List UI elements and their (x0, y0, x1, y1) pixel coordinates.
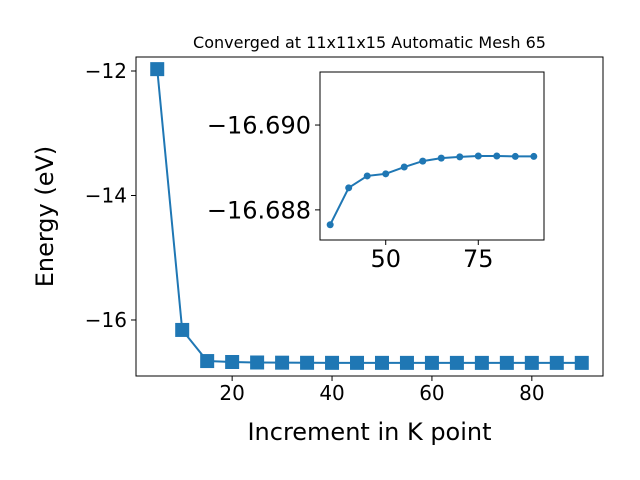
marker (449, 355, 464, 370)
marker (225, 354, 240, 369)
marker (493, 152, 501, 160)
marker (374, 355, 389, 370)
marker (549, 355, 564, 370)
x-axis-label: Increment in K point (247, 418, 491, 446)
y-axis-label: Energy (eV) (31, 146, 59, 288)
y-tick-label: −12 (85, 59, 127, 83)
marker (399, 355, 414, 370)
marker (456, 153, 464, 161)
marker (419, 157, 427, 165)
marker (437, 154, 445, 162)
marker (325, 355, 340, 370)
marker (574, 355, 589, 370)
marker (400, 163, 408, 171)
marker (326, 221, 334, 229)
marker (275, 355, 290, 370)
marker (345, 184, 353, 192)
chart-title: Converged at 11x11x15 Automatic Mesh 65 (193, 33, 546, 52)
marker (474, 152, 482, 160)
marker (474, 355, 489, 370)
marker (150, 62, 165, 77)
y-tick-label: −14 (85, 184, 127, 208)
axes-frame (135, 56, 604, 377)
marker (424, 355, 439, 370)
y-tick-label: −16 (85, 308, 127, 332)
y-tick-label: −16.688 (207, 197, 311, 225)
marker (175, 322, 190, 337)
marker (300, 355, 315, 370)
marker (250, 355, 265, 370)
marker (511, 152, 519, 160)
marker (350, 355, 365, 370)
marker (382, 170, 390, 178)
y-tick-label: −16.690 (207, 112, 311, 140)
x-tick-label: 40 (319, 381, 344, 405)
x-tick-label: 60 (419, 381, 444, 405)
axes-frame (319, 71, 545, 241)
x-tick-label: 50 (370, 245, 401, 273)
marker (530, 152, 538, 160)
x-tick-label: 80 (519, 381, 544, 405)
marker (524, 355, 539, 370)
marker (363, 172, 371, 180)
x-tick-label: 75 (463, 245, 494, 273)
marker (499, 355, 514, 370)
marker (200, 354, 215, 369)
x-tick-label: 20 (219, 381, 244, 405)
